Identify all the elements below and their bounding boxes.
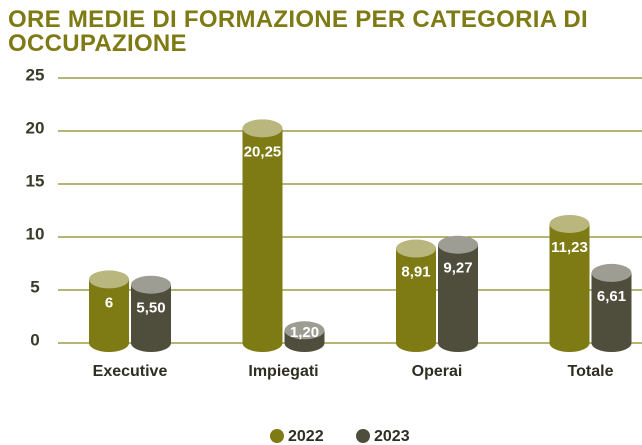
chart-title: ORE MEDIE DI FORMAZIONE PER CATEGORIA DI…	[8, 6, 589, 57]
x-tick-label: Totale	[568, 363, 614, 380]
bar-cap	[131, 275, 171, 294]
bar	[549, 223, 590, 343]
y-tick-label: 0	[30, 330, 39, 349]
value-label: 5,50	[136, 300, 165, 317]
x-tick-label: Impiegati	[248, 363, 318, 380]
legend-label: 2022	[288, 428, 324, 445]
value-label: 9,27	[443, 260, 472, 277]
value-label: 1,20	[290, 324, 319, 341]
bar-cap	[89, 270, 129, 289]
bar	[396, 248, 436, 343]
bar	[89, 279, 129, 343]
bar-cap	[591, 263, 632, 282]
y-tick-label: 20	[26, 118, 45, 137]
x-tick-label: Operai	[412, 363, 463, 380]
legend-swatch	[270, 429, 284, 443]
y-tick-label: 15	[26, 171, 45, 190]
bar	[242, 128, 283, 343]
bar	[131, 284, 171, 343]
bar-cap	[396, 239, 436, 258]
bar-cap	[438, 235, 478, 254]
bar-cap	[284, 321, 325, 340]
bar-cap	[549, 214, 590, 233]
y-tick-label: 5	[30, 277, 39, 296]
legend-swatch	[356, 429, 370, 443]
x-tick-label: Executive	[93, 363, 168, 380]
bar-cap	[242, 119, 283, 138]
bar	[591, 272, 632, 343]
value-label: 6,61	[597, 288, 626, 305]
bar	[438, 244, 478, 343]
value-label: 11,23	[551, 239, 588, 256]
legend-label: 2023	[374, 428, 410, 445]
value-label: 6	[105, 294, 113, 311]
value-label: 8,91	[401, 264, 430, 281]
value-label: 20,25	[244, 143, 282, 160]
y-tick-label: 10	[26, 224, 45, 243]
y-tick-label: 25	[26, 65, 45, 84]
